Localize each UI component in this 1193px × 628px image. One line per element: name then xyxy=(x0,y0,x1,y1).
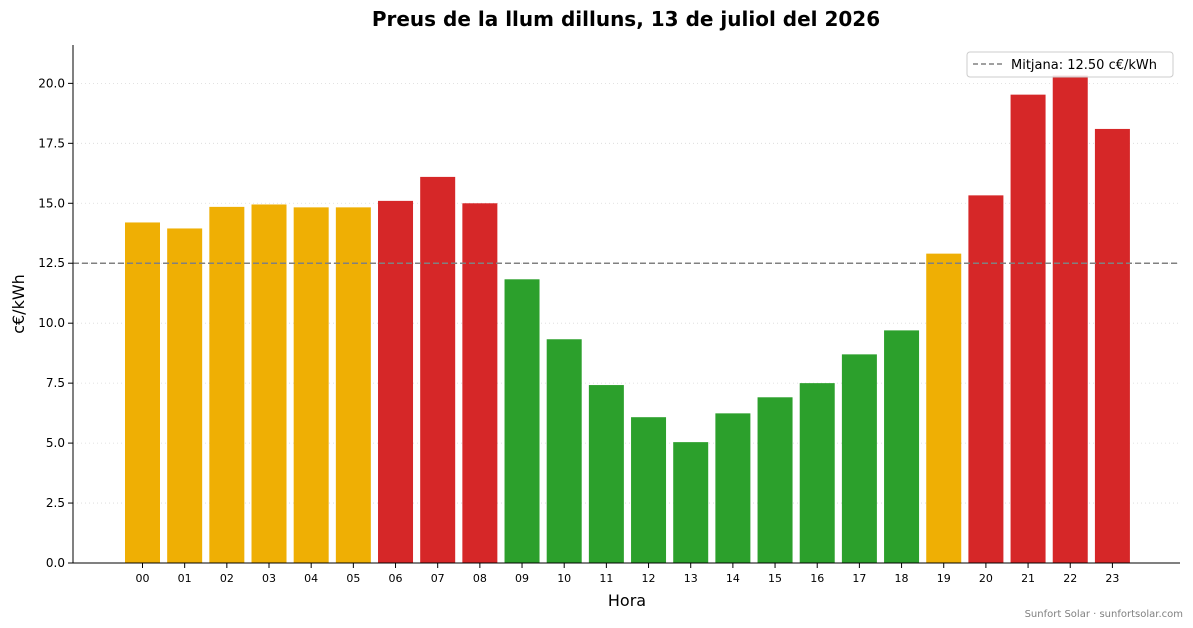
bar-hour-13 xyxy=(673,442,709,563)
bars xyxy=(125,75,1130,564)
x-tick-label: 11 xyxy=(599,572,613,585)
x-tick-label: 02 xyxy=(220,572,234,585)
bar-hour-22 xyxy=(1052,75,1088,563)
legend-box xyxy=(966,51,1174,78)
bar-hour-08 xyxy=(462,203,498,563)
x-tick-label: 01 xyxy=(178,572,192,585)
bar-hour-20 xyxy=(968,195,1004,563)
y-tick-label: 5.0 xyxy=(46,436,65,450)
y-tick-label: 0.0 xyxy=(46,556,65,570)
bar-hour-11 xyxy=(588,385,624,563)
bar-hour-05 xyxy=(335,207,371,564)
x-tick-label: 18 xyxy=(895,572,909,585)
x-tick-label: 17 xyxy=(852,572,866,585)
y-tick-label: 20.0 xyxy=(38,76,65,90)
y-ticks: 0.0 2.5 5.0 7.5 10.0 12.5 15.0 17.5 20.0 xyxy=(38,76,73,570)
x-tick-label: 12 xyxy=(642,572,656,585)
bar-hour-04 xyxy=(293,207,329,564)
bar-hour-15 xyxy=(757,397,793,563)
x-tick-label: 14 xyxy=(726,572,740,585)
bar-hour-19 xyxy=(926,253,962,563)
x-tick-label: 21 xyxy=(1021,572,1035,585)
y-tick-label: 10.0 xyxy=(38,316,65,330)
bar-hour-03 xyxy=(251,204,287,563)
credit-text: Sunfort Solar · sunfortsolar.com xyxy=(1025,609,1183,620)
x-tick-label: 04 xyxy=(304,572,318,585)
y-tick-label: 7.5 xyxy=(46,376,65,390)
x-tick-label: 20 xyxy=(979,572,993,585)
x-tick-label: 22 xyxy=(1063,572,1077,585)
x-tick-label: 13 xyxy=(684,572,698,585)
y-tick-label: 2.5 xyxy=(46,496,65,510)
bar-hour-17 xyxy=(841,354,877,563)
x-tick-label: 05 xyxy=(346,572,360,585)
x-tick-label: 09 xyxy=(515,572,529,585)
bar-hour-07 xyxy=(420,176,456,564)
x-tick-label: 03 xyxy=(262,572,276,585)
chart-title: Preus de la llum dilluns, 13 de juliol d… xyxy=(372,7,880,31)
bar-hour-14 xyxy=(715,413,751,563)
x-axis-label: Hora xyxy=(608,591,646,610)
x-tick-label: 15 xyxy=(768,572,782,585)
bar-hour-02 xyxy=(209,206,245,563)
bar-hour-01 xyxy=(167,228,203,564)
axes xyxy=(72,45,1180,564)
x-tick-label: 06 xyxy=(389,572,403,585)
legend-average-label: Mitjana: 12.50 c€/kWh xyxy=(1011,58,1157,73)
bar-hour-09 xyxy=(504,279,540,563)
x-tick-label: 08 xyxy=(473,572,487,585)
x-ticks: 00 01 02 03 04 05 06 07 08 09 10 11 12 13 14 15 16 17 18 19… xyxy=(136,563,1119,585)
bar-hour-23 xyxy=(1094,128,1130,563)
bar-hour-21 xyxy=(1010,94,1046,564)
legend: Mitjana: 12.50 c€/kWh xyxy=(966,51,1174,78)
y-tick-label: 17.5 xyxy=(38,136,65,150)
bar-hour-10 xyxy=(546,339,582,563)
bar-hour-16 xyxy=(799,383,835,563)
x-tick-label: 00 xyxy=(136,572,150,585)
bar-hour-18 xyxy=(884,330,920,563)
y-tick-label: 15.0 xyxy=(38,196,65,210)
x-tick-label: 16 xyxy=(810,572,824,585)
x-tick-label: 23 xyxy=(1105,572,1119,585)
bar-hour-12 xyxy=(631,417,667,563)
bar-hour-00 xyxy=(125,222,160,564)
y-axis-label: c€/kWh xyxy=(9,274,28,334)
y-tick-label: 12.5 xyxy=(38,256,65,270)
x-tick-label: 19 xyxy=(937,572,951,585)
bar-hour-06 xyxy=(378,200,414,563)
x-tick-label: 07 xyxy=(431,572,445,585)
x-tick-label: 10 xyxy=(557,572,571,585)
